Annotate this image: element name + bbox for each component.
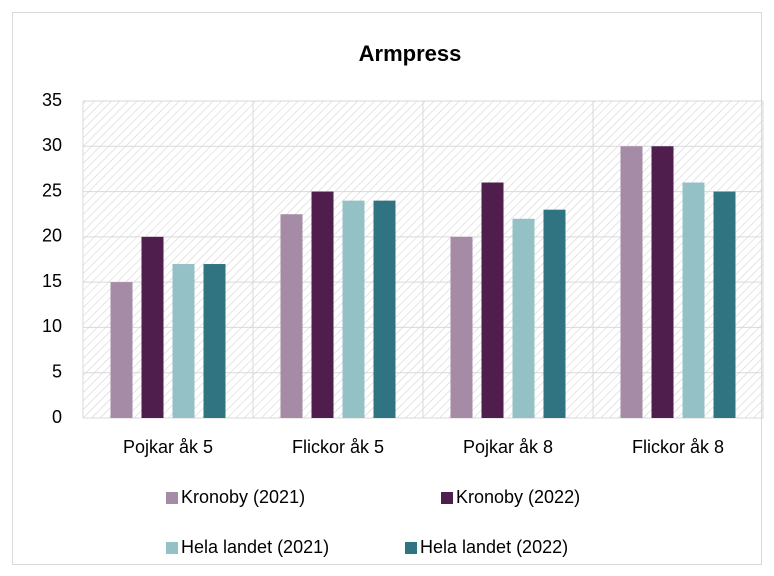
legend-label: Hela landet (2021) <box>181 537 329 557</box>
bar <box>543 209 566 418</box>
y-tick-label: 30 <box>42 135 62 155</box>
bar <box>682 182 705 418</box>
y-tick-label: 5 <box>52 361 62 381</box>
legend-label: Kronoby (2022) <box>456 487 580 507</box>
y-tick-label: 10 <box>42 316 62 336</box>
x-tick-label: Pojkar åk 8 <box>463 437 553 457</box>
bar <box>373 200 396 418</box>
legend-swatch <box>441 492 453 504</box>
bar <box>172 264 195 418</box>
legend-swatch <box>405 542 417 554</box>
x-tick-label: Flickor åk 5 <box>292 437 384 457</box>
bar <box>110 282 133 418</box>
chart-title: Armpress <box>359 41 462 66</box>
bar <box>203 264 226 418</box>
y-tick-label: 25 <box>42 180 62 200</box>
y-tick-label: 15 <box>42 271 62 291</box>
y-tick-label: 35 <box>42 90 62 110</box>
bar <box>141 236 164 418</box>
bar <box>651 146 674 419</box>
bar <box>450 236 473 418</box>
legend-swatch <box>166 542 178 554</box>
legend-label: Kronoby (2021) <box>181 487 305 507</box>
bar <box>311 191 334 418</box>
bar <box>280 214 303 418</box>
bar <box>342 200 365 418</box>
x-tick-label: Pojkar åk 5 <box>123 437 213 457</box>
legend-label: Hela landet (2022) <box>420 537 568 557</box>
legend-swatch <box>166 492 178 504</box>
bar <box>713 191 736 418</box>
bar <box>481 182 504 418</box>
y-tick-label: 0 <box>52 407 62 427</box>
bar <box>620 146 643 419</box>
x-tick-label: Flickor åk 8 <box>632 437 724 457</box>
y-tick-label: 20 <box>42 226 62 246</box>
bar <box>512 218 535 418</box>
